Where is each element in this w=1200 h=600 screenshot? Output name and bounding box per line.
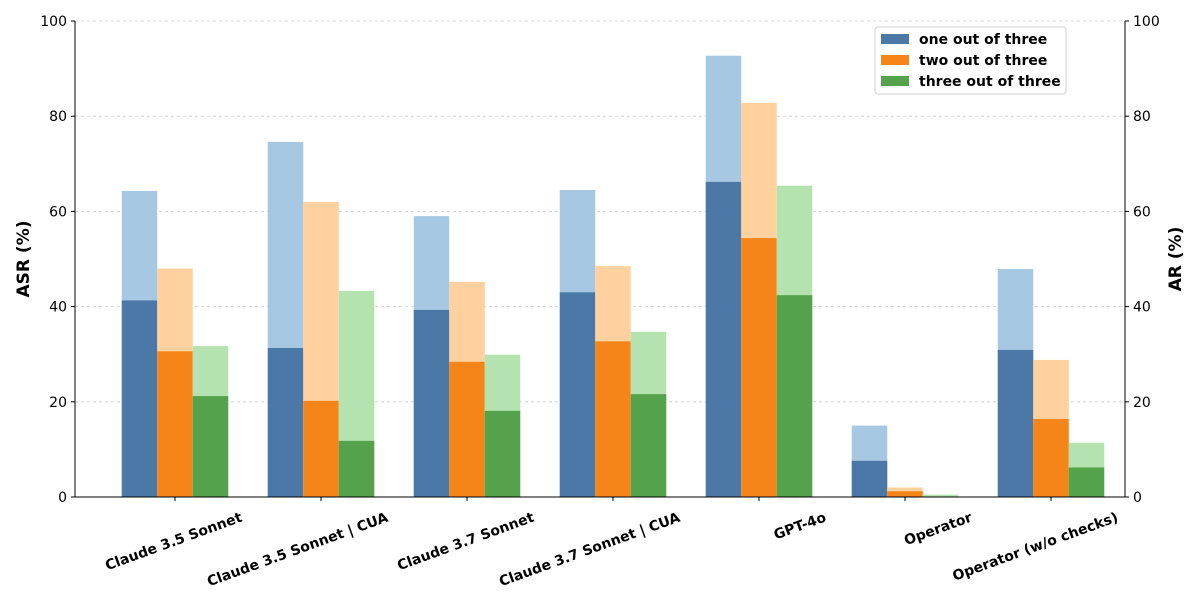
bar-asr — [887, 491, 923, 497]
bar-asr — [267, 348, 304, 497]
bar-asr — [595, 341, 631, 497]
y-tick-label-right: 20 — [1133, 395, 1151, 411]
legend-box — [874, 26, 1067, 95]
y-tick-label-left: 80 — [49, 109, 67, 125]
y-tick-label-left: 100 — [40, 14, 67, 30]
bar-asr — [484, 410, 521, 497]
bar-asr — [413, 309, 450, 497]
bar-asr — [741, 238, 777, 497]
x-tick-label: GPT-4o — [772, 510, 829, 544]
axis-labels: ASR (%) AR (%) — [14, 221, 1186, 298]
x-tick-label: Operator — [902, 510, 974, 549]
bar-asr — [705, 181, 742, 497]
bar-asr — [559, 292, 596, 497]
bars — [121, 55, 1105, 498]
y-tick-label-left: 20 — [49, 395, 67, 411]
bar-asr — [776, 295, 813, 497]
bar-asr — [630, 394, 667, 497]
bar-asr — [303, 400, 339, 497]
y-tick-label-left: 0 — [58, 490, 67, 506]
legend-label: two out of three — [919, 53, 1047, 69]
bar-asr — [121, 300, 158, 497]
y-axis-title-right: AR (%) — [1166, 227, 1186, 292]
bar-asr — [192, 396, 229, 497]
y-tick-label-left: 40 — [49, 300, 67, 316]
y-tick-label-right: 0 — [1133, 490, 1142, 506]
y-tick-label-right: 80 — [1133, 109, 1151, 125]
bar-asr — [157, 351, 193, 497]
legend-swatch — [881, 34, 909, 44]
bar-asr — [851, 460, 888, 497]
legend-label: one out of three — [919, 32, 1047, 48]
y-tick-label-left: 60 — [49, 204, 67, 220]
y-tick-label-right: 100 — [1133, 14, 1160, 30]
legend: one out of three two out of three three ou… — [874, 26, 1067, 95]
bar-asr — [1068, 467, 1105, 497]
bar-asr — [1033, 418, 1069, 497]
legend-swatch — [881, 55, 909, 65]
bar-ar — [922, 494, 959, 497]
x-tick-label: Operator (w/o checks) — [951, 510, 1121, 585]
x-tick-label: Claude 3.5 Sonnet — [103, 510, 244, 575]
bar-asr — [338, 440, 375, 497]
y-axis-title-left: ASR (%) — [14, 221, 34, 298]
legend-label: three out of three — [919, 74, 1061, 90]
bar-asr — [449, 361, 485, 497]
bar-asr — [997, 349, 1034, 497]
y-tick-label-right: 60 — [1133, 204, 1151, 220]
x-tick-label: Claude 3.7 Sonnet — [395, 510, 536, 575]
legend-swatch — [881, 76, 909, 86]
y-tick-label-right: 40 — [1133, 300, 1151, 316]
